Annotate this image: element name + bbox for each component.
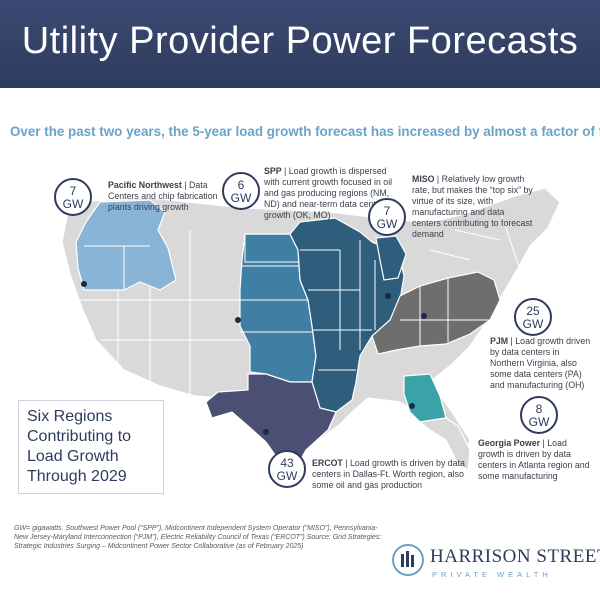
callout-georgia: Georgia Power | Load growth is driven by… [478, 438, 590, 481]
marker-spp [235, 317, 241, 323]
marker-pjm [421, 313, 427, 319]
state-lines [80, 209, 521, 396]
callout-miso: MISO | Relatively low growth rate, but m… [412, 174, 533, 239]
callout-ercot: ERCOT | Load growth is driven by data ce… [312, 458, 465, 490]
subtitle: Over the past two years, the 5-year load… [10, 124, 600, 139]
harrison-street-logo: HARRISON STREET PRIVATE WEALTH [392, 544, 600, 584]
footnote: GW= gigawatts. Southwest Power Pool (“SP… [14, 525, 382, 550]
callout-spp: SPP | Load growth is dispersed with curr… [264, 166, 393, 220]
logo-sub: PRIVATE WEALTH [432, 570, 552, 579]
callout-pnw: Pacific Northwest | Data Centers and chi… [108, 180, 218, 212]
region-georgia-power [403, 373, 447, 423]
logo-name: HARRISON STREET [430, 546, 600, 567]
badge-georgia: 8 GW [520, 396, 558, 434]
badge-spp: 6 GW [222, 172, 260, 210]
region-pacific-northwest [75, 199, 177, 291]
marker-pnw [81, 281, 87, 287]
florida [418, 417, 471, 472]
page-title: Utility Provider Power Forecasts [21, 20, 579, 62]
logo-mark-icon [392, 544, 424, 576]
marker-miso [385, 293, 391, 299]
marker-georgia [409, 403, 415, 409]
six-regions-box: Six Regions Contributing to Load Growth … [18, 400, 164, 494]
header-banner: Utility Provider Power Forecasts [0, 0, 600, 88]
badge-pjm: 25 GW [514, 298, 552, 336]
region-pjm [371, 271, 501, 355]
callout-pjm: PJM | Load growth driven by data centers… [490, 336, 591, 390]
badge-pnw: 7 GW [54, 178, 92, 216]
marker-ercot [263, 429, 269, 435]
region-miso [245, 217, 405, 413]
badge-ercot: 43 GW [268, 450, 306, 488]
us-map [61, 187, 561, 472]
badge-miso: 7 GW [368, 198, 406, 236]
